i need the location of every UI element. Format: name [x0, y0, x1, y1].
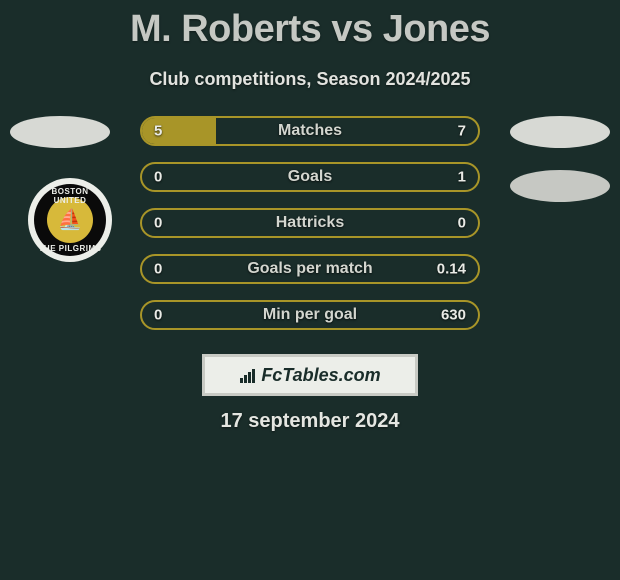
badge-top-text: BOSTON UNITED — [34, 187, 106, 205]
stat-label: Min per goal — [142, 306, 478, 324]
comparison-body: BOSTON UNITED ⛵ THE PILGRIMS 57Matches 01… — [0, 116, 620, 346]
stat-label: Hattricks — [142, 214, 478, 232]
club-right-oval — [510, 170, 610, 202]
ship-icon: ⛵ — [58, 210, 83, 230]
stat-bar: 01Goals — [140, 162, 480, 192]
stat-label: Matches — [142, 122, 478, 140]
stat-bars: 57Matches 01Goals 00Hattricks 00.14Goals pe… — [140, 116, 480, 330]
club-left-badge: BOSTON UNITED ⛵ THE PILGRIMS — [28, 178, 112, 262]
bars-icon — [239, 367, 257, 383]
snapshot-date: 17 september 2024 — [0, 410, 620, 433]
player-left-oval — [10, 116, 110, 148]
player-right-oval — [510, 116, 610, 148]
stat-bar: 00.14Goals per match — [140, 254, 480, 284]
stat-label: Goals — [142, 168, 478, 186]
stat-bar: 57Matches — [140, 116, 480, 146]
badge-bottom-text: THE PILGRIMS — [34, 244, 106, 253]
stat-label: Goals per match — [142, 260, 478, 278]
comparison-subtitle: Club competitions, Season 2024/2025 — [0, 69, 620, 90]
stat-bar: 0630Min per goal — [140, 300, 480, 330]
comparison-title: M. Roberts vs Jones — [0, 0, 620, 51]
stat-bar: 00Hattricks — [140, 208, 480, 238]
fctables-watermark: FcTables.com — [202, 354, 418, 396]
fctables-label: FcTables.com — [261, 365, 380, 386]
